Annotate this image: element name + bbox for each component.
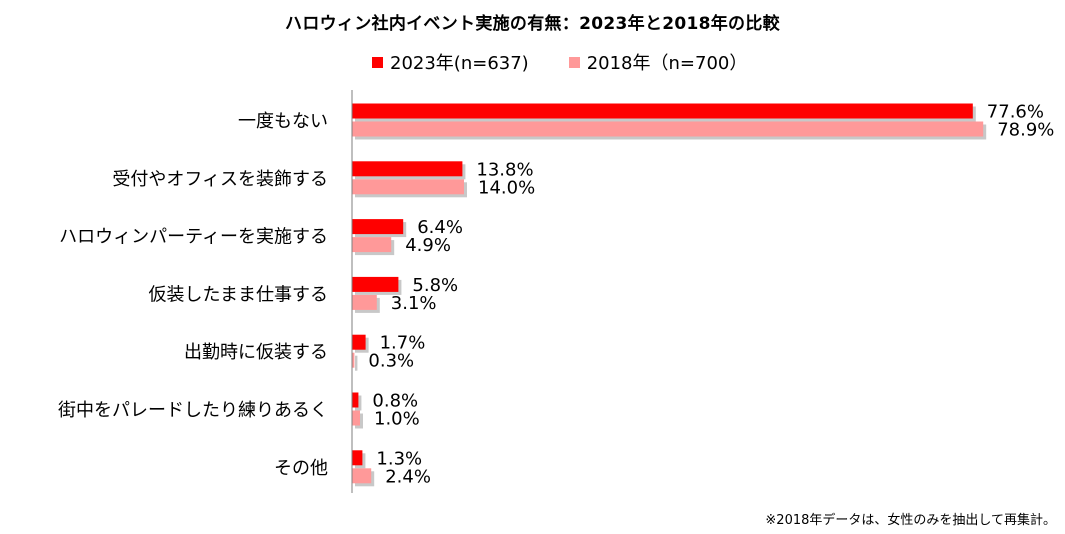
bar-2023 [352, 392, 359, 408]
data-label: 0.8% [372, 391, 418, 412]
data-label: 1.0% [374, 409, 420, 430]
category-label: 出勤時に仮装する [184, 342, 328, 363]
legend-label-2018: 2018年（n=700） [586, 53, 748, 74]
data-label: 5.8% [412, 275, 458, 296]
category-label: その他 [274, 458, 328, 479]
bar-2018 [352, 410, 360, 426]
legend-item-2023: 2023年(n=637) [372, 49, 529, 75]
bar-2023 [352, 334, 366, 350]
data-label: 78.9% [997, 120, 1054, 141]
data-label: 77.6% [987, 102, 1044, 123]
data-label: 6.4% [417, 217, 463, 238]
bar-2018 [352, 294, 377, 310]
data-label: 13.8% [476, 159, 533, 180]
bar-2018 [352, 352, 355, 368]
bar-2023 [352, 276, 399, 292]
data-label: 3.1% [391, 293, 437, 314]
legend-swatch-2018 [568, 56, 580, 68]
category-label: 一度もない [238, 111, 328, 132]
bar-2023 [352, 450, 363, 466]
data-label: 14.0% [478, 177, 535, 198]
bar-2018 [352, 179, 464, 195]
bar-2023 [352, 219, 404, 235]
bar-2018 [352, 468, 372, 484]
bar-2023 [352, 103, 973, 119]
chart-title: ハロウィン社内イベント実施の有無：2023年と2018年の比較 [285, 14, 780, 34]
data-label: 2.4% [385, 466, 431, 487]
category-label: 受付やオフィスを装飾する [112, 169, 328, 190]
legend-item-2018: 2018年（n=700） [568, 49, 748, 75]
footnote: ※2018年データは、女性のみを抽出して再集計。 [765, 513, 1056, 528]
category-label: 街中をパレードしたり練りあるく [58, 400, 328, 421]
data-label: 1.3% [376, 448, 422, 469]
bar-2023 [352, 161, 463, 177]
category-label: ハロウィンパーティーを実施する [59, 227, 328, 248]
legend: 2023年(n=637) 2018年（n=700） [372, 50, 787, 74]
data-label: 4.9% [405, 235, 451, 256]
category-label: 仮装したまま仕事する [149, 284, 328, 305]
bar-2018 [352, 121, 984, 137]
bar-shadow [355, 355, 358, 371]
data-label: 1.7% [380, 333, 426, 354]
data-label: 0.3% [368, 351, 414, 372]
bar-2018 [352, 237, 392, 253]
legend-label-2023: 2023年(n=637) [390, 53, 529, 74]
legend-swatch-2023 [372, 56, 383, 68]
